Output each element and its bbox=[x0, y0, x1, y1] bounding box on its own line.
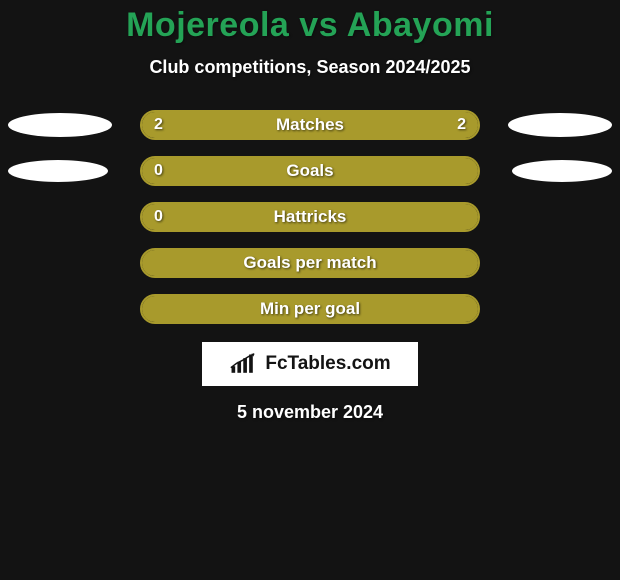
stat-bar: 2 2 Matches bbox=[140, 110, 480, 140]
page-title: Mojereola vs Abayomi bbox=[0, 0, 620, 45]
stat-bar: 0 Hattricks bbox=[140, 202, 480, 232]
brand-badge: FcTables.com bbox=[202, 342, 418, 386]
stat-value-right: 2 bbox=[457, 116, 466, 134]
comparison-infographic: Mojereola vs Abayomi Club competitions, … bbox=[0, 0, 620, 580]
stat-row: Goals per match bbox=[0, 248, 620, 278]
stat-label: Goals bbox=[286, 161, 333, 181]
brand-chart-icon bbox=[229, 353, 259, 375]
subtitle: Club competitions, Season 2024/2025 bbox=[0, 57, 620, 78]
stat-value-left: 2 bbox=[154, 116, 163, 134]
stat-row: Min per goal bbox=[0, 294, 620, 324]
stat-label: Min per goal bbox=[260, 299, 360, 319]
player-left-name: Mojereola bbox=[126, 6, 289, 44]
stat-bar: Goals per match bbox=[140, 248, 480, 278]
stat-value-left: 0 bbox=[154, 208, 163, 226]
player-right-name: Abayomi bbox=[347, 6, 494, 44]
stat-bar: Min per goal bbox=[140, 294, 480, 324]
stat-row: 0 Hattricks bbox=[0, 202, 620, 232]
stats-container: 2 2 Matches 0 Goals 0 Hattricks Goals per match… bbox=[0, 110, 620, 324]
stat-label: Goals per match bbox=[243, 253, 376, 273]
infographic-date: 5 november 2024 bbox=[0, 402, 620, 423]
stat-value-left: 0 bbox=[154, 162, 163, 180]
brand-text: FcTables.com bbox=[265, 353, 390, 375]
team-badge-right bbox=[508, 113, 612, 137]
team-badge-right bbox=[512, 160, 612, 182]
stat-label: Matches bbox=[276, 115, 344, 135]
stat-row: 0 Goals bbox=[0, 156, 620, 186]
team-badge-left bbox=[8, 160, 108, 182]
stat-bar: 0 Goals bbox=[140, 156, 480, 186]
stat-row: 2 2 Matches bbox=[0, 110, 620, 140]
stat-label: Hattricks bbox=[274, 207, 347, 227]
team-badge-left bbox=[8, 113, 112, 137]
vs-separator: vs bbox=[299, 6, 338, 44]
